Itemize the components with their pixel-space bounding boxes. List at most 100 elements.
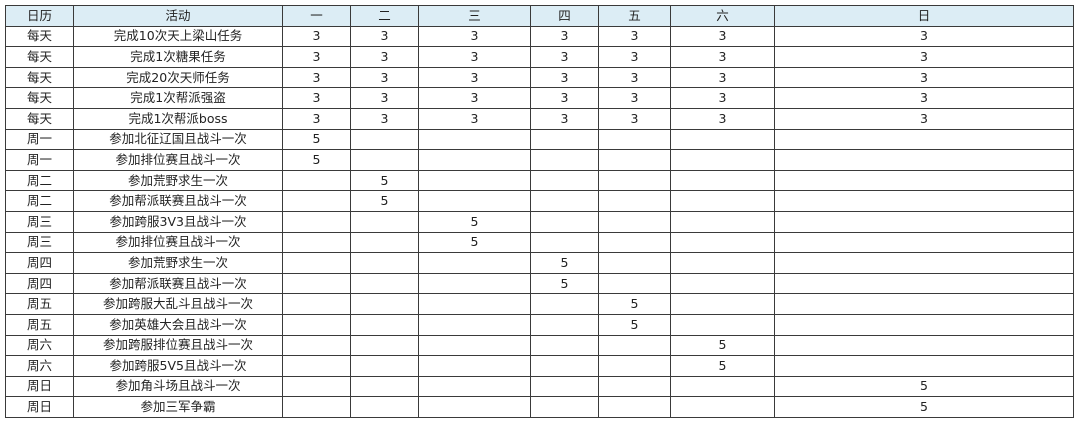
points-cell [774,190,1074,212]
table-row: 周二 参加荒野求生一次 5 [5,169,1074,192]
points-cell: 3 [530,25,599,48]
points-cell [418,293,531,315]
calendar-cell: 周三 [5,231,74,254]
table-row: 周一 参加北征辽国且战斗一次 5 [5,128,1074,151]
points-cell [774,293,1074,315]
points-cell [598,210,671,233]
activity-cell: 参加帮派联赛且战斗一次 [73,272,283,295]
column-header: 活动 [73,5,283,27]
points-cell [530,375,599,398]
table-row: 周三 参加跨服3V3且战斗一次 5 [5,210,1074,233]
points-cell [530,355,599,377]
activity-cell: 参加排位赛且战斗一次 [73,149,283,171]
calendar-cell: 每天 [5,25,74,48]
activity-cell: 参加北征辽国且战斗一次 [73,128,283,151]
calendar-cell: 周六 [5,355,74,377]
points-cell [670,293,775,315]
activity-cell: 完成1次帮派强盗 [73,87,283,109]
points-cell [598,396,671,418]
points-cell [418,169,531,192]
points-cell [282,334,351,357]
points-cell [350,149,419,171]
points-cell [350,334,419,357]
header-row: 日历 活动一二三四五六日 [5,5,1074,27]
points-cell: 3 [282,66,351,89]
activity-cell: 参加帮派联赛且战斗一次 [73,190,283,212]
points-cell: 3 [598,25,671,48]
points-cell [350,355,419,377]
points-cell [598,355,671,377]
points-cell [774,252,1074,274]
table-row: 周五 参加英雄大会且战斗一次 5 [5,313,1074,336]
points-cell: 3 [350,25,419,48]
points-cell: 3 [350,46,419,68]
points-cell [598,149,671,171]
points-cell [530,313,599,336]
points-cell [350,252,419,274]
points-cell: 5 [350,169,419,192]
points-cell [774,210,1074,233]
points-cell [774,355,1074,377]
points-cell [774,272,1074,295]
points-cell: 3 [774,107,1074,130]
column-header: 四 [530,5,599,27]
points-cell [350,293,419,315]
points-cell [530,210,599,233]
points-cell [774,334,1074,357]
points-cell: 5 [418,210,531,233]
points-cell [350,375,419,398]
points-cell: 3 [598,87,671,109]
points-cell: 3 [598,107,671,130]
column-header: 日历 [5,5,74,27]
points-cell [282,231,351,254]
points-cell: 3 [670,46,775,68]
points-cell [418,190,531,212]
points-cell [774,169,1074,192]
points-cell [598,252,671,274]
column-header: 六 [670,5,775,27]
calendar-cell: 周六 [5,334,74,357]
table-row: 周三 参加排位赛且战斗一次 5 [5,231,1074,254]
points-cell [350,128,419,151]
points-cell [418,334,531,357]
points-cell: 3 [670,87,775,109]
activity-cell: 完成20次天师任务 [73,66,283,89]
points-cell [418,313,531,336]
points-cell [418,149,531,171]
table-row: 每天 完成10次天上梁山任务 3 3 3 3 3 3 3 [5,25,1074,48]
points-cell [670,231,775,254]
points-cell [670,128,775,151]
points-cell: 3 [418,87,531,109]
points-cell: 3 [350,87,419,109]
table-row: 周二 参加帮派联赛且战斗一次 5 [5,190,1074,212]
points-cell [418,128,531,151]
points-cell [418,252,531,274]
table-row: 周六 参加跨服5V5且战斗一次 5 [5,355,1074,377]
calendar-cell: 周日 [5,375,74,398]
points-cell: 5 [774,375,1074,398]
points-cell [774,128,1074,151]
points-cell [670,169,775,192]
points-cell [282,396,351,418]
points-cell: 5 [282,128,351,151]
activity-cell: 参加排位赛且战斗一次 [73,231,283,254]
table-row: 周六 参加跨服排位赛且战斗一次 5 [5,334,1074,357]
calendar-cell: 周二 [5,190,74,212]
points-cell [598,190,671,212]
points-cell [350,313,419,336]
points-cell [282,169,351,192]
points-cell: 5 [530,252,599,274]
table-row: 周一 参加排位赛且战斗一次 5 [5,149,1074,171]
points-cell: 5 [350,190,419,212]
table-row: 每天 完成1次糖果任务 3 3 3 3 3 3 3 [5,46,1074,68]
points-cell: 3 [670,66,775,89]
points-cell [530,128,599,151]
points-cell: 5 [282,149,351,171]
points-cell: 3 [670,25,775,48]
points-cell [530,190,599,212]
table-row: 每天 完成20次天师任务 3 3 3 3 3 3 3 [5,66,1074,89]
activity-cell: 参加荒野求生一次 [73,252,283,274]
table-row: 周四 参加帮派联赛且战斗一次 5 [5,272,1074,295]
points-cell: 3 [774,25,1074,48]
calendar-cell: 周一 [5,149,74,171]
